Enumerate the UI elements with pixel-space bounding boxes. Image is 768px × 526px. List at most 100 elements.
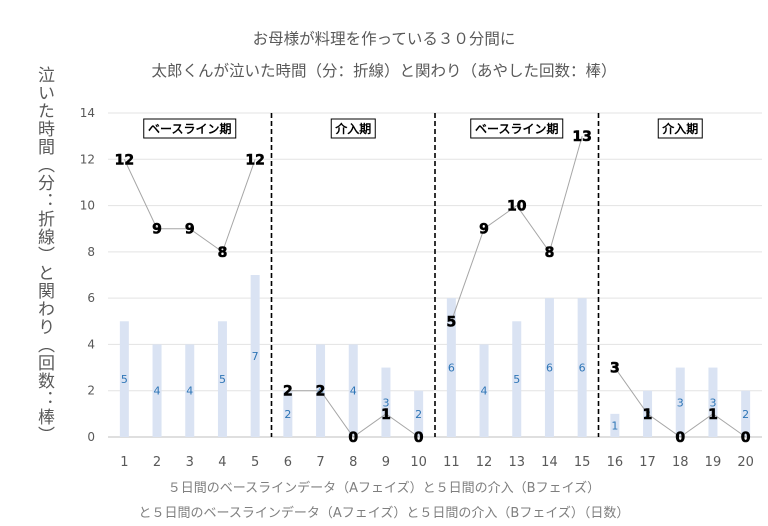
bar: [217, 321, 227, 437]
point-label: 0: [414, 430, 424, 446]
bar: [348, 344, 358, 437]
point-label: 12: [115, 152, 134, 168]
point-label: 0: [741, 430, 751, 446]
phase-label: 介入期: [661, 121, 698, 136]
phase-box: [143, 118, 237, 139]
chart-subtitle: 太郎くんが泣いた時間（分：折線）と関わり（あやした回数：棒）: [151, 62, 617, 80]
phase-label: ベースライン期: [475, 121, 558, 136]
point-label: 2: [316, 384, 326, 400]
point-label: 3: [610, 361, 620, 377]
x-axis-label-2: と５日間のベースラインデータ（Aフェイズ）と５日間の介入（Bフェイズ）（日数）: [138, 506, 630, 521]
y-tick-label: 2: [87, 384, 95, 398]
point-label: 9: [152, 222, 162, 238]
bar: [446, 298, 456, 437]
y-tick-label: 4: [87, 337, 95, 351]
point-label: 12: [245, 152, 264, 168]
bar: [741, 390, 751, 437]
bar: [577, 298, 587, 437]
x-tick-label: 9: [382, 455, 390, 470]
bar-value-label: 5: [513, 373, 520, 386]
line-segment: [450, 136, 583, 322]
x-tick-label: 2: [153, 455, 161, 470]
phase-labels: ベースライン期 介入期 ベースライン期 介入期: [143, 118, 703, 139]
bar: [708, 367, 718, 437]
point-label: 0: [675, 430, 685, 446]
phase-dividers: [270, 113, 600, 437]
x-axis-label: ５日間のベースラインデータ（Aフェイズ）と５日間の介入（Bフェイズ）: [167, 481, 601, 496]
phase-box: [330, 118, 376, 139]
bar-value-label: 4: [481, 385, 488, 398]
x-tick-label: 4: [218, 455, 226, 470]
point-label: 5: [446, 314, 456, 330]
bar-value-label: 3: [677, 396, 684, 409]
x-tick-label: 14: [541, 455, 558, 470]
y-tick-label: 10: [80, 199, 95, 213]
y-ticks: 0 2 4 6 8 10 12 14: [80, 106, 95, 444]
bar: [675, 367, 685, 437]
point-label: 1: [708, 407, 718, 423]
bar: [479, 344, 489, 437]
x-tick-label: 3: [186, 455, 194, 470]
bar-value-label: 5: [219, 373, 226, 386]
point-label: 1: [643, 407, 653, 423]
bar: [119, 321, 129, 437]
bar-value-label: 4: [350, 385, 357, 398]
bar-value-label: 6: [579, 362, 586, 375]
bar: [185, 344, 195, 437]
x-tick-label: 18: [672, 455, 689, 470]
bar-value-label: 1: [611, 419, 618, 432]
y-axis-label: 泣いた時間（分：折線）と関わり（回数：棒）: [34, 66, 54, 444]
point-label: 10: [507, 199, 527, 215]
x-tick-label: 6: [284, 455, 292, 470]
phase-label: 介入期: [334, 121, 371, 136]
bar: [414, 390, 424, 437]
bar: [283, 390, 293, 437]
point-label: 1: [381, 407, 391, 423]
bar-value-label: 2: [742, 408, 749, 421]
bar: [512, 321, 522, 437]
phase-label: ベースライン期: [148, 121, 231, 136]
y-tick-label: 0: [87, 430, 95, 444]
bar: [610, 413, 620, 437]
y-tick-label: 6: [87, 291, 95, 305]
y-tick-label: 14: [80, 106, 95, 120]
x-tick-label: 16: [607, 455, 624, 470]
x-ticks: 1 2 3 4 5 6 7 8 9 10 11 12 13 14 15 16 17 18 19 20: [120, 455, 754, 470]
line-segment: [614, 367, 746, 438]
point-label: 8: [545, 245, 555, 261]
y-tick-label: 12: [80, 152, 95, 166]
line-segment: [123, 159, 256, 253]
bar: [544, 298, 554, 437]
x-tick-label: 7: [316, 455, 324, 470]
bar-value-label: 2: [284, 408, 291, 421]
point-label: 8: [218, 245, 228, 261]
chart-title: お母様が料理を作っている３０分間に: [252, 30, 516, 48]
x-tick-label: 19: [705, 455, 722, 470]
point-label: 9: [479, 222, 489, 238]
bar-value-label: 6: [448, 362, 455, 375]
bar-value-label: 2: [415, 408, 422, 421]
point-label: 9: [185, 222, 195, 238]
y-tick-label: 8: [87, 245, 95, 259]
x-tick-label: 13: [508, 455, 525, 470]
phase-box: [657, 118, 703, 139]
bar-value-label: 3: [382, 396, 389, 409]
bar-value-label: 4: [154, 385, 161, 398]
phase-box: [470, 118, 564, 139]
x-tick-label: 17: [639, 455, 656, 470]
line-segment: [287, 390, 419, 438]
x-tick-label: 20: [737, 455, 754, 470]
x-tick-label: 10: [410, 455, 427, 470]
x-tick-label: 8: [349, 455, 357, 470]
bar: [381, 367, 391, 437]
x-tick-label: 12: [476, 455, 493, 470]
x-tick-label: 15: [574, 455, 591, 470]
bar-value-label: 6: [546, 362, 553, 375]
bar-value-label: 4: [186, 385, 193, 398]
bar-value-label: 7: [252, 350, 259, 363]
point-label: 0: [348, 430, 358, 446]
point-label: 2: [283, 384, 293, 400]
